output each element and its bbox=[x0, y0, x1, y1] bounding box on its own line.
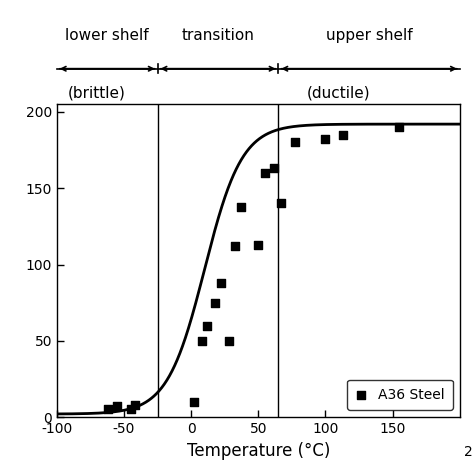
A36 Steel bbox=[261, 169, 269, 177]
A36 Steel bbox=[203, 322, 211, 329]
A36 Steel bbox=[198, 337, 206, 345]
A36 Steel bbox=[104, 406, 112, 413]
Text: (brittle): (brittle) bbox=[68, 85, 126, 100]
Text: lower shelf: lower shelf bbox=[65, 27, 149, 43]
X-axis label: Temperature (°C): Temperature (°C) bbox=[187, 442, 330, 459]
A36 Steel bbox=[131, 401, 138, 409]
Text: upper shelf: upper shelf bbox=[326, 27, 412, 43]
A36 Steel bbox=[271, 164, 278, 172]
A36 Steel bbox=[232, 242, 239, 250]
A36 Steel bbox=[322, 136, 329, 143]
Legend: A36 Steel: A36 Steel bbox=[347, 380, 453, 410]
A36 Steel bbox=[255, 241, 262, 248]
A36 Steel bbox=[225, 337, 233, 345]
A36 Steel bbox=[127, 406, 135, 413]
A36 Steel bbox=[291, 138, 299, 146]
Text: transition: transition bbox=[182, 27, 255, 43]
A36 Steel bbox=[339, 131, 346, 138]
A36 Steel bbox=[395, 123, 403, 131]
A36 Steel bbox=[211, 299, 219, 307]
A36 Steel bbox=[217, 279, 225, 287]
A36 Steel bbox=[190, 398, 198, 406]
Text: 2: 2 bbox=[464, 445, 473, 459]
Text: (ductile): (ductile) bbox=[307, 85, 371, 100]
A36 Steel bbox=[277, 200, 285, 207]
A36 Steel bbox=[237, 203, 245, 210]
A36 Steel bbox=[114, 402, 121, 410]
